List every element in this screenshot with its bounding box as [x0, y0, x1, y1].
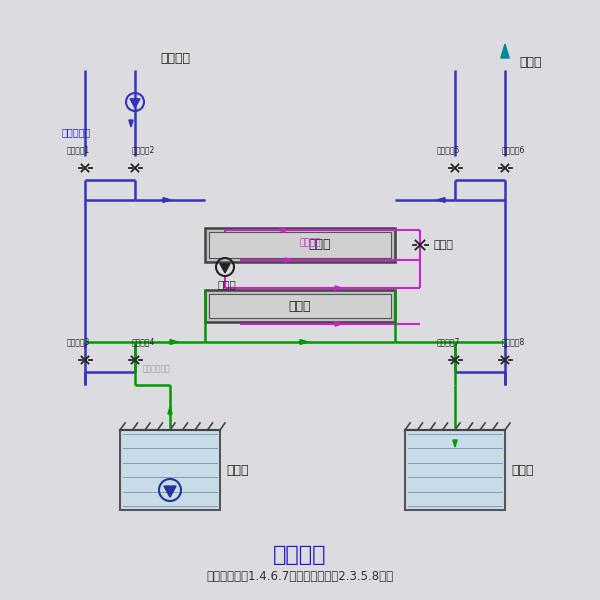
Text: 制冷工况: 制冷工况 [273, 545, 327, 565]
Text: 来自房间: 来自房间 [160, 52, 190, 65]
Text: 水流开关5: 水流开关5 [437, 145, 460, 154]
Text: 注：水流开关1.4.6.7开启，水流开关2.3.5.8关闭: 注：水流开关1.4.6.7开启，水流开关2.3.5.8关闭 [206, 569, 394, 583]
Polygon shape [220, 264, 230, 273]
Text: 压缩机: 压缩机 [218, 279, 236, 289]
Polygon shape [129, 120, 133, 127]
Text: 送房间: 送房间 [519, 55, 542, 68]
Bar [405, 430, 505, 510]
Polygon shape [300, 340, 308, 344]
Polygon shape [278, 228, 285, 232]
Text: 冷凝器: 冷凝器 [289, 299, 311, 313]
Text: 出水井: 出水井 [226, 463, 248, 476]
Text: 水流开关7: 水流开关7 [437, 337, 460, 346]
Bar [205, 290, 395, 322]
Bar [209, 294, 391, 318]
Polygon shape [170, 340, 178, 344]
Polygon shape [501, 44, 509, 58]
Polygon shape [335, 322, 342, 326]
Text: 冷媒流向: 冷媒流向 [300, 238, 322, 247]
Text: 水流开关1: 水流开关1 [67, 145, 90, 154]
Polygon shape [163, 197, 171, 202]
Polygon shape [285, 258, 292, 262]
Text: 水流开关2: 水流开关2 [132, 145, 155, 154]
Polygon shape [335, 286, 342, 290]
Text: 水源側水流向: 水源側水流向 [143, 364, 171, 373]
Text: 回水井: 回水井 [511, 463, 533, 476]
Text: 蒸发器: 蒸发器 [309, 238, 331, 251]
Polygon shape [164, 486, 176, 497]
Bar [120, 430, 220, 510]
Text: 节流阀: 节流阀 [434, 240, 454, 250]
Text: 水流开关4: 水流开关4 [132, 337, 155, 346]
Text: 水流开关8: 水流开关8 [502, 337, 525, 346]
Polygon shape [168, 407, 172, 414]
Text: 水流开关6: 水流开关6 [502, 145, 526, 154]
Polygon shape [130, 99, 140, 108]
Polygon shape [453, 440, 457, 447]
Polygon shape [437, 197, 445, 202]
Text: 冷冻水流向: 冷冻水流向 [62, 127, 91, 137]
Bar [205, 228, 395, 262]
Text: 水流开关3: 水流开关3 [67, 337, 91, 346]
Bar [209, 232, 391, 258]
